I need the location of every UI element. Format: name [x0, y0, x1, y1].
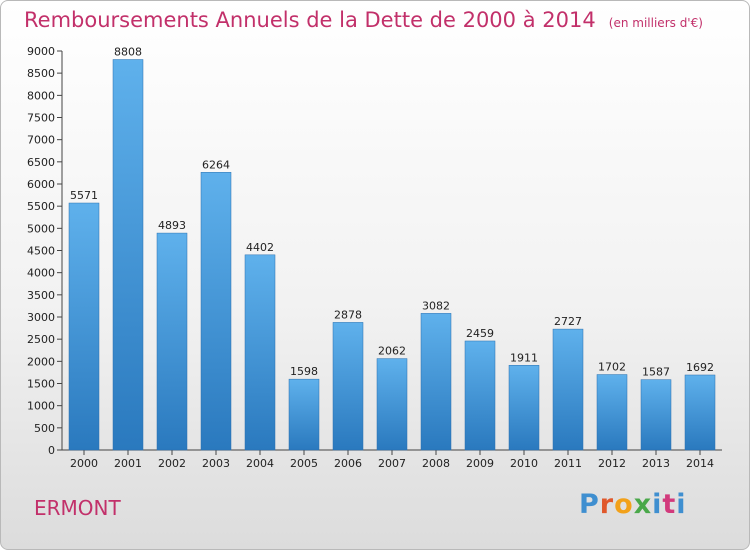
chart-axes: 0 500 1000 1500 2000 2500 3000 3500 4000 4500 5000… [27, 45, 722, 457]
value-label-2011: 2727 [554, 315, 582, 328]
bar-2012 [596, 374, 628, 451]
y-tick-label: 5500 [27, 200, 55, 213]
y-tick-label: 6000 [27, 178, 55, 191]
value-label-2012: 1702 [598, 361, 626, 374]
bar-2009 [464, 340, 496, 451]
y-tick-label: 8000 [27, 89, 55, 102]
x-tick-label-2003: 2003 [202, 457, 230, 470]
value-label-2007: 2062 [378, 345, 406, 358]
chart-subtitle: (en milliers d'€) [608, 16, 703, 30]
x-tick-label-2004: 2004 [246, 457, 274, 470]
y-tick-label: 0 [48, 444, 55, 457]
x-tick-label-2011: 2011 [554, 457, 582, 470]
bar-2007 [376, 358, 408, 451]
x-tick-label-2010: 2010 [510, 457, 538, 470]
x-tick-label-2008: 2008 [422, 457, 450, 470]
value-label-2003: 6264 [202, 158, 230, 171]
y-tick-label: 1500 [27, 378, 55, 391]
y-tick-label: 9000 [27, 45, 55, 58]
title-row: Remboursements Annuels de la Dette de 20… [24, 8, 703, 32]
y-tick-label: 8500 [27, 67, 55, 80]
bar-2000 [68, 202, 100, 451]
value-label-2013: 1587 [642, 366, 670, 379]
y-tick-label: 3000 [27, 311, 55, 324]
bar-2008 [420, 313, 452, 451]
bar-2006 [332, 322, 364, 451]
chart-labels: 5571 2000 8808 2001 4893 2002 6264 2003 4402 2004… [70, 46, 714, 470]
bar-2014 [684, 374, 716, 451]
y-tick-label: 4000 [27, 267, 55, 280]
value-label-2010: 1911 [510, 351, 538, 364]
x-tick-label-2009: 2009 [466, 457, 494, 470]
y-tick-label: 6500 [27, 156, 55, 169]
bar-2002 [156, 232, 188, 451]
chart-bars [68, 59, 716, 451]
value-label-2000: 5571 [70, 189, 98, 202]
value-label-2008: 3082 [422, 299, 450, 312]
x-tick-label-2002: 2002 [158, 457, 186, 470]
x-tick-label-2007: 2007 [378, 457, 406, 470]
bar-2010 [508, 365, 540, 451]
y-tick-label: 7500 [27, 112, 55, 125]
chart-title: Remboursements Annuels de la Dette de 20… [24, 8, 596, 32]
y-tick-label: 1000 [27, 400, 55, 413]
y-tick-label: 4500 [27, 245, 55, 258]
y-tick-label: 2000 [27, 355, 55, 368]
y-tick-label: 3500 [27, 289, 55, 302]
x-tick-label-2014: 2014 [686, 457, 714, 470]
y-tick-label: 5000 [27, 222, 55, 235]
bar-2003 [200, 172, 232, 451]
brand-logo: Proxiti [579, 489, 687, 520]
x-tick-label-2000: 2000 [70, 457, 98, 470]
value-label-2001: 8808 [114, 46, 142, 59]
value-label-2006: 2878 [334, 308, 362, 321]
bar-2011 [552, 328, 584, 451]
city-name: ERMONT [34, 496, 121, 520]
value-label-2009: 2459 [466, 327, 494, 340]
x-tick-label-2013: 2013 [642, 457, 670, 470]
value-label-2014: 1692 [686, 361, 714, 374]
x-tick-label-2006: 2006 [334, 457, 362, 470]
value-label-2004: 4402 [246, 241, 274, 254]
x-tick-label-2012: 2012 [598, 457, 626, 470]
bar-2013 [640, 379, 672, 451]
y-tick-label: 7000 [27, 134, 55, 147]
x-tick-label-2001: 2001 [114, 457, 142, 470]
x-tick-label-2005: 2005 [290, 457, 318, 470]
y-tick-label: 500 [34, 422, 55, 435]
bar-2005 [288, 378, 320, 451]
y-tick-label: 2500 [27, 333, 55, 346]
value-label-2005: 1598 [290, 365, 318, 378]
value-label-2002: 4893 [158, 219, 186, 232]
bar-2004 [244, 254, 276, 451]
bar-2001 [112, 59, 144, 451]
